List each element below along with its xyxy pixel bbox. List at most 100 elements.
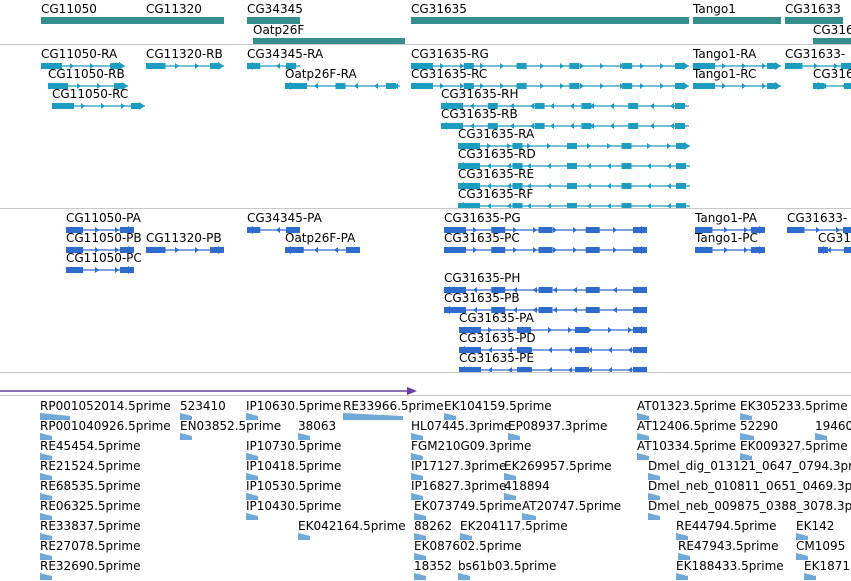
transcript-label: CG11050-RB — [48, 67, 125, 81]
est-label: Dmel_neb_009875_0388_3078.3prime — [648, 499, 851, 513]
est-glyph — [804, 573, 816, 580]
protein-label: CG31635-PD — [459, 331, 536, 345]
est-label: RP001052014.5prime — [40, 399, 171, 413]
est-label: EP08937.3prime — [508, 419, 608, 433]
est-label: EK073749.5prime — [414, 499, 522, 513]
est-label: EK009327.5prime — [740, 439, 848, 453]
est-glyph — [40, 413, 70, 420]
protein-track: CG11050-PA CG34345-PA CG31635-PG Tango1-PA C… — [0, 209, 851, 372]
est-glyph — [637, 413, 649, 420]
protein-glyph — [787, 227, 851, 233]
est-label: EK269957.5prime — [504, 459, 612, 473]
protein-glyph — [247, 226, 300, 234]
gene-label: CG31635 — [411, 2, 467, 16]
protein-glyph — [459, 346, 647, 354]
protein-label: CG31633- — [787, 211, 848, 225]
est-glyph — [648, 493, 660, 500]
region-scale — [0, 373, 851, 395]
est-label: IP17127.3prime — [411, 459, 507, 473]
est-glyph — [815, 433, 827, 440]
est-glyph — [740, 433, 754, 440]
est-glyph — [180, 433, 192, 440]
transcript-glyph — [41, 62, 125, 70]
est-glyph — [40, 553, 52, 560]
est-glyph — [40, 513, 52, 520]
est-label: RE27078.5prime — [40, 539, 141, 553]
transcript-glyph — [411, 82, 689, 90]
transcript-label: CG11320-RB — [146, 47, 223, 61]
track-separator — [0, 44, 851, 45]
est-label: FGM210G09.3prime — [411, 439, 532, 453]
est-glyph — [414, 553, 426, 560]
est-label: AT20747.5prime — [522, 499, 622, 513]
track-separator — [0, 395, 851, 396]
protein-glyph — [444, 226, 647, 234]
transcript-glyph — [458, 162, 690, 170]
est-label: CM1095 — [796, 539, 846, 553]
transcript-glyph — [52, 102, 145, 110]
protein-glyph — [444, 246, 647, 254]
protein-label: CG31635-PC — [444, 231, 520, 245]
protein-label: CG31635-PH — [444, 271, 521, 285]
est-label: EK104159.5prime — [444, 399, 552, 413]
est-glyph — [411, 493, 423, 500]
est-label: IP10630.5prime — [246, 399, 342, 413]
transcript-glyph — [146, 62, 224, 70]
protein-glyph — [66, 226, 134, 234]
transcript-glyph — [458, 202, 690, 208]
est-glyph — [40, 493, 52, 500]
transcript-glyph — [411, 62, 689, 70]
protein-label: CG31 — [818, 231, 851, 245]
gene-glyph — [247, 17, 300, 24]
region-scale-line — [0, 387, 417, 395]
transcript-label: CG31635-RB — [441, 107, 518, 121]
est-glyph — [414, 573, 426, 580]
est-glyph — [246, 513, 258, 520]
protein-label: CG31635-PB — [444, 291, 520, 305]
gene-glyph — [813, 38, 851, 44]
protein-glyph — [444, 286, 647, 294]
protein-label: Tango1-PA — [695, 211, 757, 225]
protein-glyph — [459, 366, 647, 372]
transcript-label: CG31635-RD — [458, 147, 536, 161]
est-glyph — [246, 453, 258, 460]
est-glyph — [246, 413, 258, 420]
transcript-label: Tango1-RC — [693, 67, 757, 81]
est-glyph — [504, 493, 516, 500]
est-label: EK305233.5prime — [740, 399, 848, 413]
transcript-glyph — [458, 182, 690, 190]
est-glyph — [298, 533, 310, 540]
est-label: HL07445.3prime — [411, 419, 512, 433]
est-glyph — [648, 513, 660, 520]
protein-label: CG31635-PE — [459, 351, 534, 365]
transcript-label: CG31635-RG — [411, 47, 489, 61]
est-glyph — [796, 533, 808, 540]
est-glyph — [504, 473, 516, 480]
transcript-glyph — [813, 82, 851, 90]
protein-label: CG31635-PG — [444, 211, 521, 225]
protein-label: CG11320-PB — [146, 231, 222, 245]
est-glyph — [180, 413, 192, 420]
est-label: RE33966.5prime — [343, 399, 444, 413]
gene-label: CG31633 — [785, 2, 841, 16]
est-label: IP10430.5prime — [246, 499, 342, 513]
transcript-label: CG34345-RA — [247, 47, 324, 61]
protein-label: CG11050-PB — [66, 231, 142, 245]
est-label: RP001040926.5prime — [40, 419, 171, 433]
est-label: EK087602.5prime — [414, 539, 522, 553]
protein-label: Oatp26F-PA — [285, 231, 356, 245]
transcript-glyph — [441, 122, 689, 130]
est-label: AT10334.5prime — [637, 439, 737, 453]
est-label: EK204117.5prime — [460, 519, 568, 533]
est-glyph — [508, 433, 520, 440]
est-label: 38063 — [298, 419, 337, 433]
est-label: IP10730.5prime — [246, 439, 342, 453]
gene-label: CG11320 — [146, 2, 202, 16]
gene-glyph — [41, 17, 169, 24]
transcript-label: Tango1-RA — [693, 47, 757, 61]
transcript-label: CG31635-RA — [458, 127, 535, 141]
est-label: RE21524.5prime — [40, 459, 141, 473]
est-glyph — [648, 473, 660, 480]
protein-glyph — [695, 246, 765, 254]
transcript-label: CG31635-RE — [458, 167, 535, 181]
